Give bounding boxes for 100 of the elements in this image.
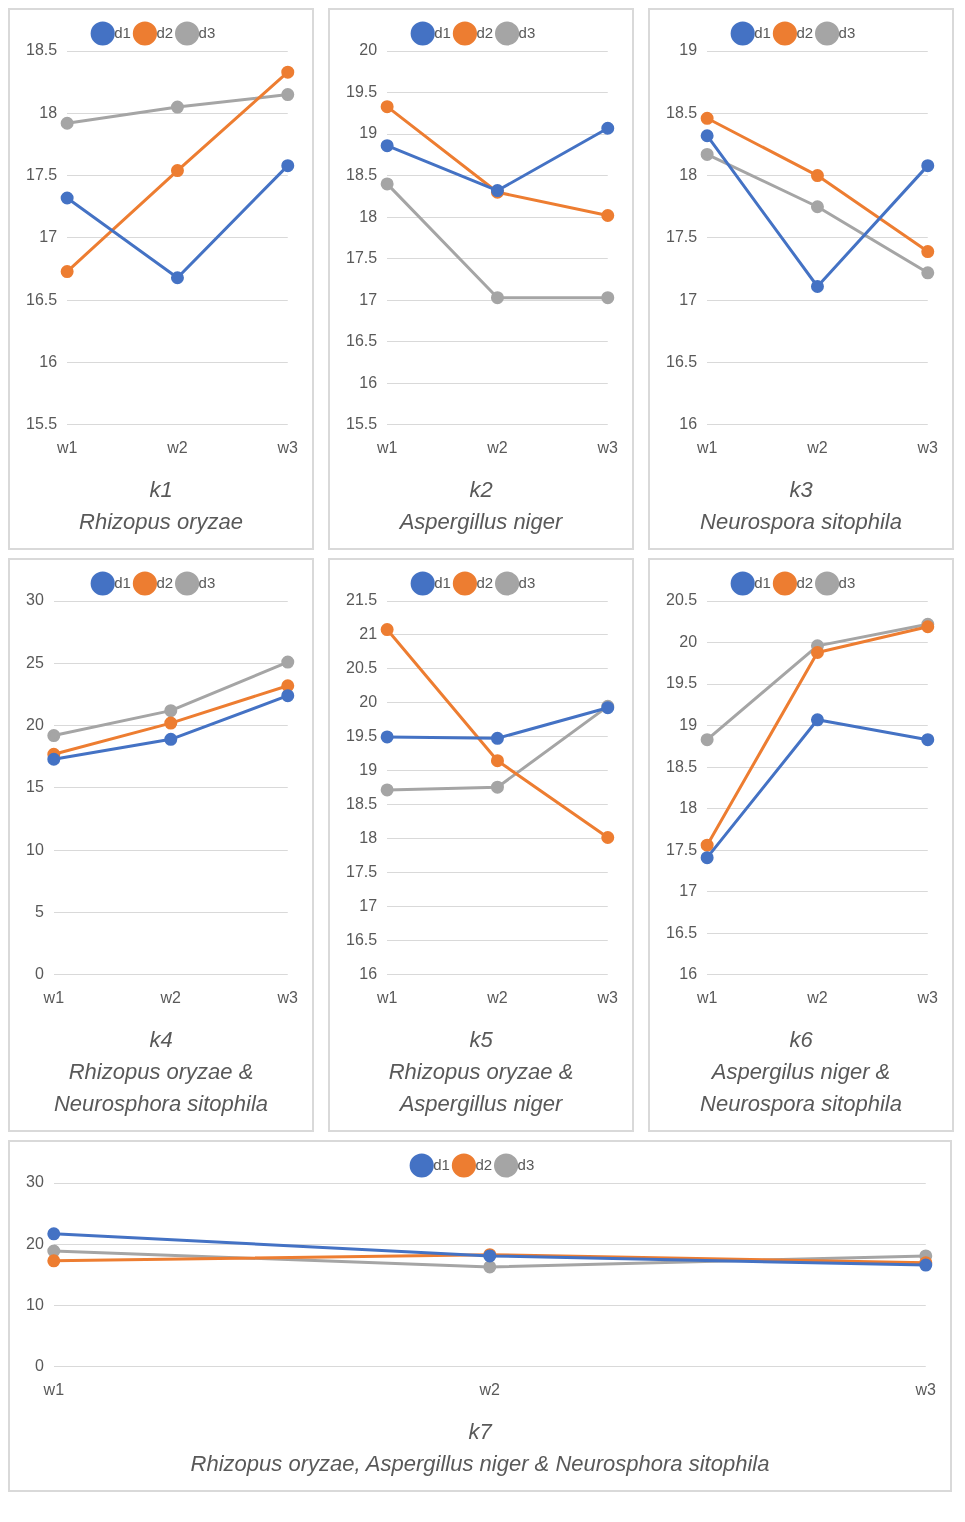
text: Rhizopus oryzae, Aspergillus niger & Neurosphora sitophila <box>189 1450 771 1478</box>
y-tick-label: 0 <box>34 1357 44 1375</box>
y-tick-label: 30 <box>26 591 44 609</box>
legend-label: d2 <box>475 1155 493 1173</box>
text: k5 <box>468 1026 494 1054</box>
y-tick-label: 18.5 <box>666 103 698 121</box>
y-tick-label: 20.5 <box>666 591 698 609</box>
y-tick-label: 20 <box>26 1234 44 1252</box>
text: Rhizopus oryzae & Aspergillus niger <box>387 1058 575 1118</box>
y-tick-label: 18.5 <box>346 795 378 813</box>
y-tick-label: 25 <box>26 653 44 671</box>
y-tick-label: 19 <box>679 716 698 734</box>
x-tick-label: w1 <box>42 1380 65 1398</box>
legend-label: d2 <box>476 23 494 41</box>
y-tick-label: 5 <box>34 902 44 920</box>
y-tick-label: 20 <box>26 716 44 734</box>
x-tick-label: w2 <box>486 988 508 1006</box>
x-tick-label: w2 <box>806 988 828 1006</box>
x-tick-label: w1 <box>375 988 398 1006</box>
y-tick-label: 18.5 <box>346 166 378 184</box>
x-tick-label: w2 <box>486 438 508 456</box>
text: k7 <box>467 1418 494 1446</box>
legend-label: d2 <box>156 573 174 591</box>
x-tick-label: w3 <box>916 988 939 1006</box>
legend-label: d2 <box>796 23 814 41</box>
y-tick-label: 19 <box>359 124 378 142</box>
y-tick-label: 21 <box>359 625 378 643</box>
y-tick-label: 16.5 <box>666 352 698 370</box>
text: k2 <box>468 476 494 504</box>
y-tick-label: 15 <box>26 778 44 796</box>
legend-label: d1 <box>434 573 451 591</box>
y-tick-label: 19.5 <box>346 727 378 745</box>
y-tick-label: 17 <box>679 882 698 900</box>
y-tick-label: 18 <box>39 103 58 121</box>
legend-label: d3 <box>518 573 536 591</box>
y-tick-label: 17 <box>679 290 698 308</box>
y-tick-label: 0 <box>34 965 44 983</box>
y-tick-label: 17.5 <box>346 863 378 881</box>
legend-label: d1 <box>114 23 131 41</box>
y-tick-label: 16 <box>39 352 58 370</box>
y-tick-label: 17.5 <box>666 228 698 246</box>
text: k3 <box>788 476 814 504</box>
legend-label: d2 <box>156 23 174 41</box>
x-tick-label: w1 <box>42 988 65 1006</box>
y-tick-label: 18 <box>359 829 378 847</box>
x-tick-label: w1 <box>375 438 398 456</box>
x-tick-label: w2 <box>159 988 182 1006</box>
y-tick-label: 20.5 <box>346 659 378 677</box>
text: Rhizopus oryzae & Neurosphora sitophila <box>53 1058 269 1118</box>
x-tick-label: w3 <box>596 988 619 1006</box>
y-tick-label: 16 <box>679 965 698 983</box>
x-tick-label: w3 <box>276 438 299 456</box>
y-tick-label: 19 <box>359 761 378 779</box>
y-tick-label: 17.5 <box>346 249 378 267</box>
text: Aspergilus niger & Neurospora sitophila <box>699 1058 903 1118</box>
y-tick-label: 16.5 <box>346 931 378 949</box>
x-tick-label: w1 <box>695 988 718 1006</box>
legend-label: d3 <box>198 23 216 41</box>
text: Aspergillus niger <box>398 508 564 536</box>
legend-label: d1 <box>434 23 451 41</box>
text: k6 <box>788 1026 814 1054</box>
x-tick-label: w2 <box>478 1380 501 1398</box>
y-tick-label: 18.5 <box>26 41 58 59</box>
y-tick-label: 21.5 <box>346 591 378 609</box>
y-tick-label: 18 <box>679 799 698 817</box>
y-tick-label: 17 <box>359 897 378 915</box>
legend-label: d2 <box>796 573 814 591</box>
y-tick-label: 19.5 <box>666 674 698 692</box>
y-tick-label: 16 <box>679 415 698 433</box>
legend-label: d1 <box>754 573 771 591</box>
y-tick-label: 16 <box>359 965 378 983</box>
y-tick-label: 17.5 <box>666 840 698 858</box>
y-tick-label: 18 <box>359 207 378 225</box>
text: k1 <box>148 476 174 504</box>
y-tick-label: 20 <box>359 693 378 711</box>
legend-label: d3 <box>198 573 216 591</box>
y-tick-label: 16.5 <box>26 290 58 308</box>
legend-label: d3 <box>517 1155 535 1173</box>
legend-label: d3 <box>838 573 856 591</box>
y-tick-label: 15.5 <box>346 415 378 433</box>
y-tick-label: 15.5 <box>26 415 58 433</box>
text: Neurospora sitophila <box>699 508 903 536</box>
legend-label: d1 <box>433 1155 450 1173</box>
y-tick-label: 30 <box>26 1173 44 1191</box>
text: k4 <box>148 1026 174 1054</box>
y-tick-label: 10 <box>26 840 44 858</box>
y-tick-label: 18 <box>679 166 698 184</box>
y-tick-label: 18.5 <box>666 757 698 775</box>
x-tick-label: w1 <box>55 438 78 456</box>
x-tick-label: w3 <box>916 438 939 456</box>
y-tick-label: 17.5 <box>26 166 58 184</box>
y-tick-label: 19 <box>679 41 698 59</box>
legend-label: d2 <box>476 573 494 591</box>
y-tick-label: 16.5 <box>666 923 698 941</box>
x-tick-label: w1 <box>695 438 718 456</box>
y-tick-label: 20 <box>679 632 698 650</box>
y-tick-label: 10 <box>26 1295 44 1313</box>
y-tick-label: 20 <box>359 41 378 59</box>
y-tick-label: 17 <box>39 228 58 246</box>
x-tick-label: w3 <box>276 988 299 1006</box>
